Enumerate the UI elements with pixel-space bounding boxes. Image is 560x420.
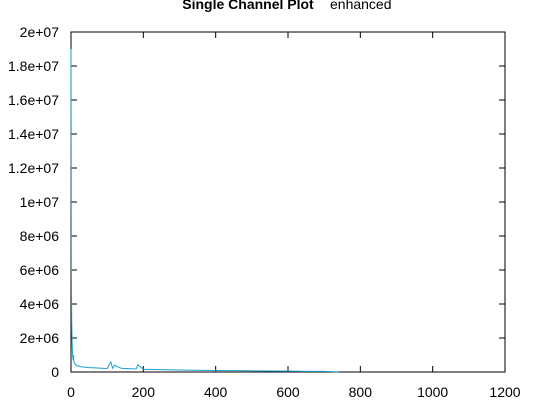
x-tick-label: 600 (276, 384, 300, 400)
plot-frame (70, 31, 506, 373)
x-tick-label: 0 (67, 384, 75, 400)
y-tick-label: 1.2e+07 (8, 160, 59, 176)
x-tick-label: 1200 (489, 384, 520, 400)
series-layer (70, 48, 339, 373)
y-tick-label: 0 (51, 364, 59, 380)
x-tick-label: 1000 (417, 384, 448, 400)
x-tick-label: 400 (204, 384, 228, 400)
y-tick-label: 1.4e+07 (8, 126, 59, 142)
y-tick-label: 8e+06 (20, 228, 60, 244)
series-line-0 (70, 48, 339, 373)
y-tick-label: 2e+07 (20, 24, 60, 40)
x-tick-label: 800 (349, 384, 373, 400)
y-tick-label: 2e+06 (20, 330, 60, 346)
plot-axes: 0 200 400 600 800 1000 1200 0 2e+06 4e+06 6e+06 8e+… (8, 24, 521, 400)
y-tick-label: 1.6e+07 (8, 92, 59, 108)
y-tick-label: 4e+06 (20, 296, 60, 312)
y-tick-label: 1e+07 (20, 194, 60, 210)
y-tick-label: 6e+06 (20, 262, 60, 278)
chart-title: Single Channel Plot (182, 0, 314, 12)
x-tick-label: 200 (132, 384, 156, 400)
y-tick-label: 1.8e+07 (8, 58, 59, 74)
chart-subtitle: enhanced (330, 0, 392, 12)
